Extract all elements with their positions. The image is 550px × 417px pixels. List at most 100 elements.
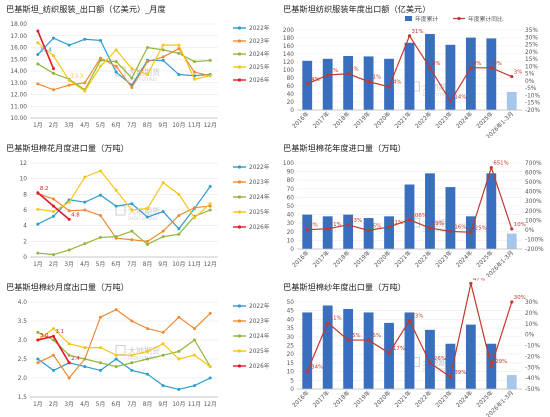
chart-svg: 巴基斯坦棉花年度进口量（万吨） 0 10 20 30 40 50 60 70 80 90 100 -20…	[283, 143, 544, 277]
bar	[363, 218, 374, 249]
series-line-2022年	[37, 186, 211, 230]
data-point	[146, 206, 149, 210]
data-point	[83, 242, 87, 246]
y-tick-label: 120	[283, 60, 294, 66]
data-point	[83, 37, 87, 41]
legend-label: 2026年	[249, 223, 270, 231]
data-point	[146, 215, 149, 219]
legend-marker	[237, 364, 242, 368]
legend-marker	[237, 78, 242, 82]
bar	[445, 343, 456, 389]
data-point	[67, 248, 71, 252]
legend-marker	[237, 349, 242, 353]
x-tick-label: 11月	[188, 122, 201, 129]
y2-tick-label: 30%	[525, 35, 538, 41]
rate-point	[428, 66, 432, 70]
legend-marker	[237, 319, 242, 323]
x-tick-label: 12月	[204, 261, 217, 268]
watermark-sub: DADI FUTURES	[128, 216, 158, 221]
y-tick-label: 13.00	[10, 81, 27, 87]
y-tick-label: 40	[287, 213, 295, 219]
rate-point	[510, 300, 514, 304]
rate-point	[387, 351, 391, 355]
data-point	[161, 353, 165, 357]
data-point	[130, 368, 134, 372]
x-tick-label: 10月	[172, 122, 185, 129]
rate-label: -16%	[452, 224, 466, 230]
x-tick-label: 2021年	[393, 389, 413, 409]
data-point	[177, 43, 181, 47]
watermark-sub: DADI FUTURES	[423, 92, 453, 97]
y2-tick-label: 25%	[525, 43, 538, 49]
x-tick-label: 2月	[49, 122, 59, 129]
rate-point	[407, 218, 412, 222]
data-point	[130, 202, 134, 206]
rate-label: 31%	[412, 29, 424, 35]
rate-point	[469, 281, 473, 286]
y-tick-label: 12	[20, 161, 28, 167]
data-point	[67, 78, 71, 82]
y-tick-label: 5	[290, 378, 294, 384]
y2-tick-label: 700%	[525, 161, 542, 167]
data-point	[130, 67, 134, 71]
rate-label: 5%	[350, 67, 359, 73]
rate-label: 47%	[473, 278, 485, 283]
bar	[322, 305, 333, 389]
data-point	[67, 361, 71, 365]
data-point	[130, 76, 134, 80]
y-tick-label: 20	[287, 230, 295, 236]
x-tick-label: 1月	[33, 122, 43, 129]
data-point	[36, 191, 40, 195]
rate-point	[387, 85, 391, 89]
data-point	[161, 55, 165, 59]
legend-marker	[237, 26, 242, 30]
legend-label: 2026年	[249, 76, 270, 84]
data-point	[177, 315, 181, 319]
bar	[506, 233, 517, 249]
y-tick-label: 4.0	[18, 300, 28, 306]
rate-label: 19%	[432, 221, 444, 227]
x-tick-label: 1月	[33, 401, 43, 408]
y-tick-label: 40	[287, 92, 295, 98]
data-point	[36, 62, 40, 66]
data-point	[99, 58, 102, 62]
rate-label: 3%	[309, 223, 318, 229]
rate-point	[428, 226, 432, 230]
data-point	[36, 29, 40, 33]
rate-point	[469, 230, 473, 234]
watermark-sub: DADI FUTURES	[423, 228, 453, 233]
data-point	[114, 70, 118, 74]
data-label: 13.3	[71, 73, 83, 79]
data-point	[114, 235, 118, 239]
data-point	[146, 357, 149, 361]
y-tick-label: 4	[23, 224, 27, 230]
x-tick-label: 2022年	[413, 389, 433, 409]
x-tick-label: 2022年	[413, 249, 433, 269]
data-point	[67, 83, 71, 87]
rate-label: 13%	[412, 313, 424, 319]
data-point	[161, 229, 165, 233]
rate-label: -6%	[371, 223, 382, 229]
bar	[506, 375, 517, 389]
rate-label: -26%	[432, 356, 446, 362]
rate-label: -4%	[391, 80, 402, 86]
data-point	[52, 253, 55, 257]
legend-label: 2023年	[249, 178, 270, 186]
data-point	[83, 357, 87, 361]
rate-label: 30%	[514, 295, 526, 301]
data-point	[114, 204, 118, 208]
rate-label: 3%	[514, 70, 523, 76]
data-point	[130, 85, 134, 89]
data-point	[52, 67, 55, 71]
bar	[445, 187, 456, 249]
y-tick-label: 16.00	[10, 46, 27, 52]
y-tick-label: 0	[290, 387, 294, 393]
x-tick-label: 8月	[143, 261, 153, 268]
data-point	[36, 251, 40, 255]
data-point	[99, 64, 102, 68]
data-point	[130, 229, 134, 233]
data-point	[208, 208, 212, 212]
series-line-2024年	[37, 209, 211, 256]
rate-label: -25%	[473, 225, 487, 231]
data-point	[52, 368, 55, 372]
